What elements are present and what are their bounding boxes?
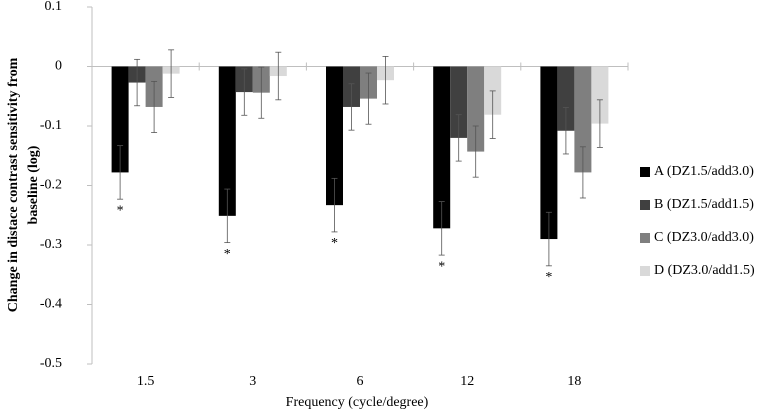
legend-label: B (DZ1.5/add1.5) [654, 197, 754, 212]
x-tick-label: 1.5 [137, 374, 155, 389]
x-axis-label: Frequency (cycle/degree) [286, 395, 429, 410]
y-axis-label: Change in distace contrast sensitivity f… [6, 57, 21, 312]
bar [467, 66, 485, 152]
error-bar [241, 68, 248, 116]
x-tick-label: 18 [567, 374, 581, 389]
legend-label: D (DZ3.0/add1.5) [654, 263, 755, 278]
error-bar [455, 114, 462, 162]
legend-swatch [640, 266, 650, 276]
bar [540, 66, 558, 240]
error-bar [331, 177, 338, 233]
y-tick-label: 0 [55, 59, 62, 74]
significance-mark: * [331, 236, 338, 251]
legend-swatch [640, 233, 650, 243]
error-bar [117, 145, 124, 200]
error-bar [596, 99, 603, 148]
bar [591, 66, 609, 124]
bar [433, 66, 451, 229]
y-tick-label: 0.1 [45, 0, 63, 14]
error-bar [438, 201, 445, 256]
significance-mark: * [117, 203, 124, 218]
x-tick-label: 3 [249, 374, 256, 389]
x-tick-label: 12 [460, 374, 474, 389]
y-tick-label: -0.1 [40, 118, 62, 133]
y-tick-label: -0.3 [40, 237, 62, 252]
error-bar [365, 72, 372, 125]
error-bar [258, 66, 265, 119]
error-bar [382, 55, 389, 105]
error-bar [472, 125, 479, 178]
y-tick-label: -0.2 [40, 178, 62, 193]
error-bar [579, 146, 586, 199]
error-bar [348, 83, 355, 131]
error-bar [562, 107, 569, 155]
bar [557, 66, 575, 131]
significance-mark: * [438, 259, 445, 274]
error-bar [134, 58, 141, 107]
legend-swatch [640, 200, 650, 210]
legend-label: A (DZ1.5/add3.0) [654, 164, 754, 179]
bar [111, 66, 129, 173]
bar [326, 66, 343, 206]
x-tick-label: 6 [357, 374, 364, 389]
y-axis-label: baseline (log) [26, 145, 41, 224]
bar [574, 66, 592, 173]
error-bar [224, 188, 231, 244]
bar [450, 66, 468, 138]
error-bar [168, 49, 175, 98]
y-tick-label: -0.4 [40, 297, 62, 312]
error-bar [275, 51, 282, 101]
legend-swatch [640, 167, 650, 177]
significance-mark: * [224, 247, 231, 262]
bar [218, 66, 236, 216]
error-bar [151, 80, 158, 133]
error-bar [545, 211, 552, 267]
error-bar [489, 90, 496, 139]
significance-mark: * [545, 270, 552, 285]
y-tick-label: -0.5 [40, 356, 62, 371]
legend-label: C (DZ3.0/add3.0) [654, 230, 754, 245]
